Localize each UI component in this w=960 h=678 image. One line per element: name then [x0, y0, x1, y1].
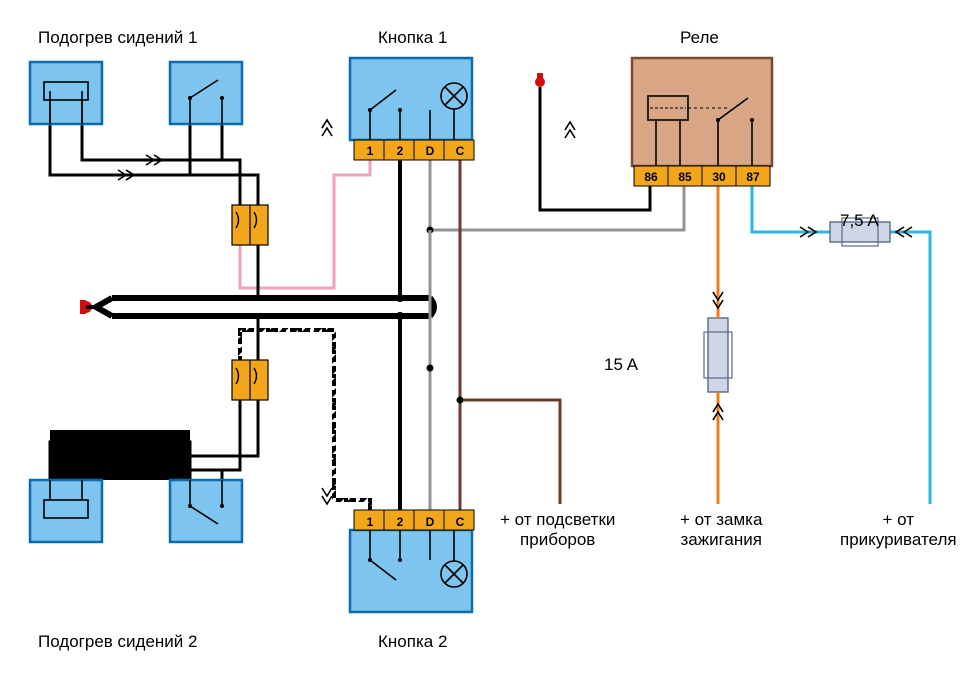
label-fuse-large: 15 A [604, 355, 638, 375]
label-src-panel: + от подсветки приборов [500, 510, 615, 550]
label-heater2: Подогрев сидений 2 [38, 632, 197, 652]
wiring-diagram [0, 0, 960, 678]
pin-btn1-2: 2 [387, 144, 413, 158]
heater1a-block [30, 62, 102, 124]
relay-block [632, 58, 772, 166]
pin-relay-85: 85 [670, 170, 700, 184]
junction-top [232, 205, 268, 245]
pin-btn1-C: C [447, 144, 473, 158]
button1-block [350, 58, 472, 140]
label-src-lighter: + от прикуривателя [840, 510, 957, 550]
pin-btn2-C: C [447, 515, 473, 529]
heater1b-block [170, 62, 242, 124]
label-button1: Кнопка 1 [378, 28, 447, 48]
pin-btn2-1: 1 [357, 515, 383, 529]
pin-relay-86: 86 [636, 170, 666, 184]
pin-btn1-1: 1 [357, 144, 383, 158]
pin-btn2-D: D [417, 515, 443, 529]
label-src-ignition: + от замка зажигания [680, 510, 762, 550]
button2-block [350, 530, 472, 612]
pin-btn1-D: D [417, 144, 443, 158]
label-heater1: Подогрев сидений 1 [38, 28, 197, 48]
pin-relay-30: 30 [704, 170, 734, 184]
label-fuse-small: 7,5 A [840, 211, 879, 231]
pin-btn2-2: 2 [387, 515, 413, 529]
heater2b-block [170, 480, 242, 542]
pin-relay-87: 87 [738, 170, 768, 184]
junction-bottom [232, 360, 268, 400]
label-relay: Реле [680, 28, 719, 48]
heater2a-block [30, 480, 102, 542]
label-button2: Кнопка 2 [378, 632, 447, 652]
